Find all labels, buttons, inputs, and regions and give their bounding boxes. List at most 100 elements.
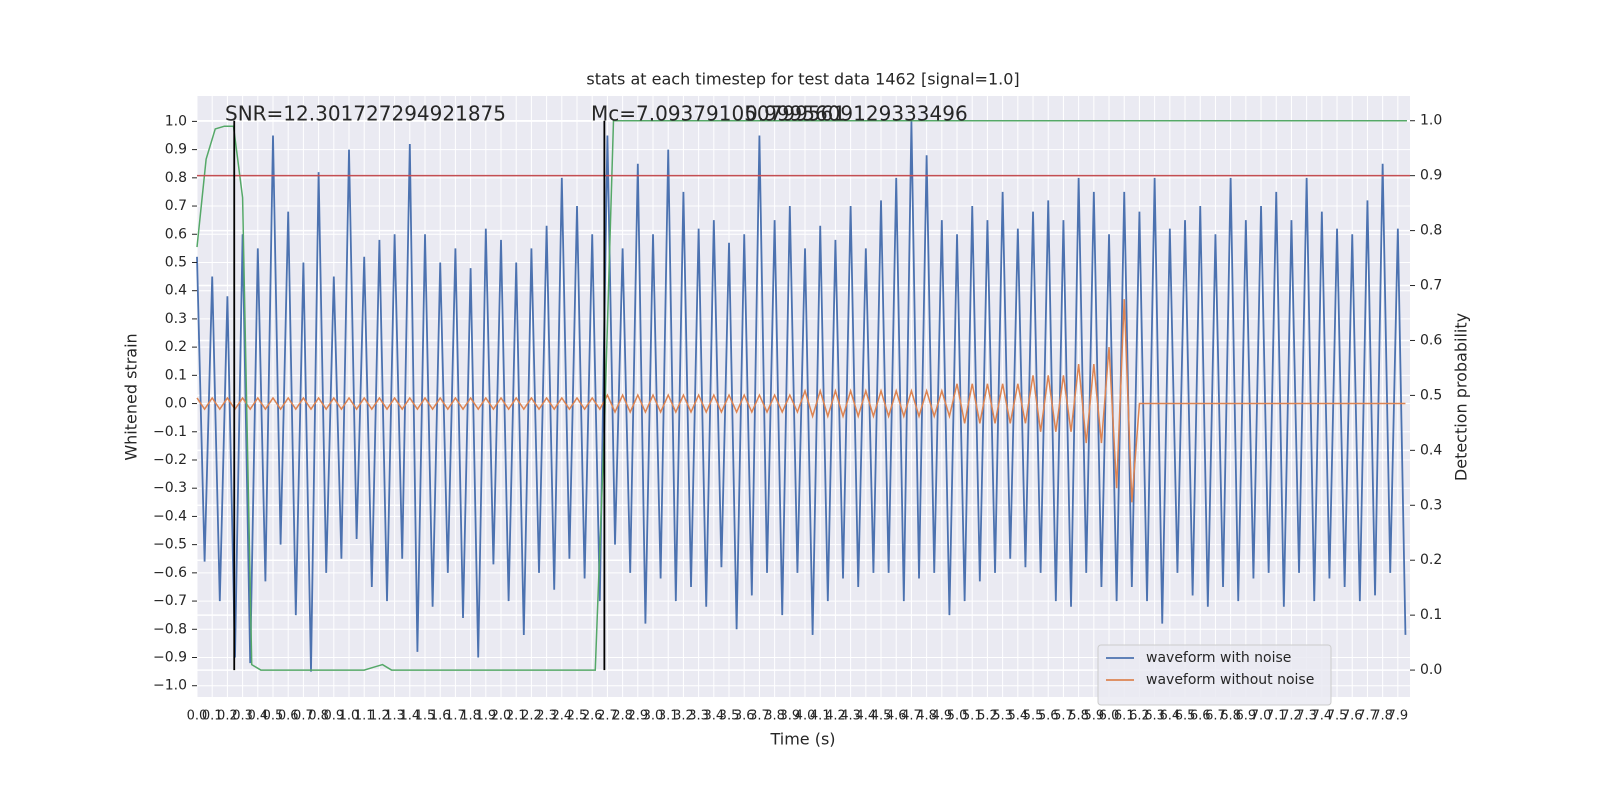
y-tick-label: −0.2 bbox=[153, 452, 187, 468]
y-tick-label: −0.3 bbox=[153, 480, 187, 496]
x-tick-label: 0.5 bbox=[263, 709, 284, 724]
x-tick-label: 3.5 bbox=[719, 709, 740, 724]
y-tick-label: 0.3 bbox=[165, 311, 187, 327]
y-tick-label: −1.0 bbox=[153, 678, 187, 694]
x-tick-label: 3.4 bbox=[703, 709, 724, 724]
x-tick-label: 3.7 bbox=[749, 709, 770, 724]
x-tick-label: 4.0 bbox=[795, 709, 816, 724]
x-axis-label: Time (s) bbox=[769, 730, 835, 749]
x-tick-label: 2.9 bbox=[627, 709, 648, 724]
x-tick-label: 1.4 bbox=[399, 709, 420, 724]
y2-tick-label: 0.3 bbox=[1420, 497, 1442, 513]
x-tick-label: 7.7 bbox=[1357, 709, 1378, 724]
x-tick-label: 4.8 bbox=[916, 709, 937, 724]
legend-label: waveform with noise bbox=[1146, 650, 1291, 666]
x-tick-label: 5.3 bbox=[992, 709, 1013, 724]
x-tick-label: 5.7 bbox=[1053, 709, 1074, 724]
y-tick-label: −0.7 bbox=[153, 593, 187, 609]
y-tick-label: 0.4 bbox=[165, 283, 187, 299]
x-tick-label: 1.7 bbox=[445, 709, 466, 724]
y2-tick-label: 0.9 bbox=[1420, 168, 1442, 184]
x-tick-label: 2.6 bbox=[582, 709, 603, 724]
x-tick-label: 6.3 bbox=[1144, 709, 1165, 724]
x-tick-label: 5.9 bbox=[1083, 709, 1104, 724]
y2-axis-label: Detection probability bbox=[1452, 313, 1471, 481]
legend-box bbox=[1097, 644, 1332, 706]
x-tick-label: 6.5 bbox=[1175, 709, 1196, 724]
x-tick-label: 7.5 bbox=[1327, 709, 1348, 724]
x-tick-label: 6.7 bbox=[1205, 709, 1226, 724]
x-tick-label: 4.4 bbox=[855, 709, 876, 724]
x-tick-label: 3.3 bbox=[688, 709, 709, 724]
x-tick-label: 0.3 bbox=[232, 709, 253, 724]
y-tick-label: 0.8 bbox=[165, 170, 187, 186]
x-tick-label: 4.3 bbox=[840, 709, 861, 724]
series-line bbox=[196, 299, 1406, 503]
y2-tick-label: 1.0 bbox=[1420, 113, 1442, 129]
x-tick-label: 0.1 bbox=[202, 709, 223, 724]
x-tick-label: 6.0 bbox=[1099, 709, 1120, 724]
x-tick-label: 6.6 bbox=[1190, 709, 1211, 724]
y2-tick-label: 0.5 bbox=[1420, 387, 1442, 403]
y-tick-label: −0.6 bbox=[153, 565, 187, 581]
x-tick-label: 7.9 bbox=[1387, 709, 1408, 724]
x-tick-label: 0.7 bbox=[293, 709, 314, 724]
y2-tick-label: 0.1 bbox=[1420, 607, 1442, 623]
x-tick-label: 3.6 bbox=[734, 709, 755, 724]
y-tick-label: 1.0 bbox=[165, 113, 187, 129]
x-tick-label: 3.1 bbox=[658, 709, 679, 724]
x-tick-label: 2.2 bbox=[521, 709, 542, 724]
x-tick-label: 7.8 bbox=[1372, 709, 1393, 724]
x-tick-label: 1.5 bbox=[415, 709, 436, 724]
x-tick-label: 4.7 bbox=[901, 709, 922, 724]
x-tick-label: 1.0 bbox=[339, 709, 360, 724]
x-tick-label: 6.1 bbox=[1114, 709, 1135, 724]
x-tick-label: 2.8 bbox=[612, 709, 633, 724]
x-tick-label: 2.3 bbox=[536, 709, 557, 724]
x-tick-label: 7.2 bbox=[1281, 709, 1302, 724]
y-tick-label: −0.1 bbox=[153, 424, 187, 440]
x-tick-label: 6.9 bbox=[1235, 709, 1256, 724]
y-tick-label: −0.5 bbox=[153, 537, 187, 553]
y2-tick-label: 0.2 bbox=[1420, 552, 1442, 568]
annotation: Mc=7.093791050799561 bbox=[591, 102, 846, 126]
x-tick-label: 0.8 bbox=[308, 709, 329, 724]
x-tick-label: 7.0 bbox=[1251, 709, 1272, 724]
x-tick-label: 1.9 bbox=[475, 709, 496, 724]
series-line bbox=[196, 121, 1407, 672]
y-tick-label: −0.9 bbox=[153, 649, 187, 665]
x-tick-label: 5.1 bbox=[962, 709, 983, 724]
y2-tick-label: 0.6 bbox=[1420, 332, 1442, 348]
x-tick-label: 0.9 bbox=[323, 709, 344, 724]
y-tick-label: 0.9 bbox=[165, 142, 187, 158]
x-tick-label: 5.4 bbox=[1007, 709, 1028, 724]
x-tick-label: 6.2 bbox=[1129, 709, 1150, 724]
x-tick-label: 5.2 bbox=[977, 709, 998, 724]
chart-title: stats at each timestep for test data 146… bbox=[586, 70, 1019, 89]
y-tick-label: 0.2 bbox=[165, 339, 187, 355]
x-tick-label: 7.3 bbox=[1296, 709, 1317, 724]
y-tick-label: 0.7 bbox=[165, 198, 187, 214]
x-tick-label: 1.2 bbox=[369, 709, 390, 724]
x-tick-label: 2.0 bbox=[491, 709, 512, 724]
x-tick-label: 3.2 bbox=[673, 709, 694, 724]
y-tick-label: 0.5 bbox=[165, 254, 187, 270]
y-axis-label: Whitened strain bbox=[122, 333, 141, 460]
x-tick-label: 5.6 bbox=[1038, 709, 1059, 724]
x-tick-label: 0.6 bbox=[278, 709, 299, 724]
x-tick-label: 3.8 bbox=[764, 709, 785, 724]
x-tick-label: 4.9 bbox=[931, 709, 952, 724]
x-tick-label: 2.7 bbox=[597, 709, 618, 724]
x-tick-label: 4.5 bbox=[871, 709, 892, 724]
x-tick-label: 1.1 bbox=[354, 709, 375, 724]
annotation: 0.9995609129333496 bbox=[745, 102, 968, 126]
x-tick-label: 1.6 bbox=[430, 709, 451, 724]
y-tick-label: 0.1 bbox=[165, 367, 187, 383]
x-tick-label: 5.8 bbox=[1068, 709, 1089, 724]
x-tick-label: 2.4 bbox=[551, 709, 572, 724]
series-line bbox=[196, 119, 1407, 671]
x-tick-label: 7.1 bbox=[1266, 709, 1287, 724]
x-tick-label: 1.8 bbox=[460, 709, 481, 724]
y2-tick-label: 0.0 bbox=[1420, 662, 1442, 678]
